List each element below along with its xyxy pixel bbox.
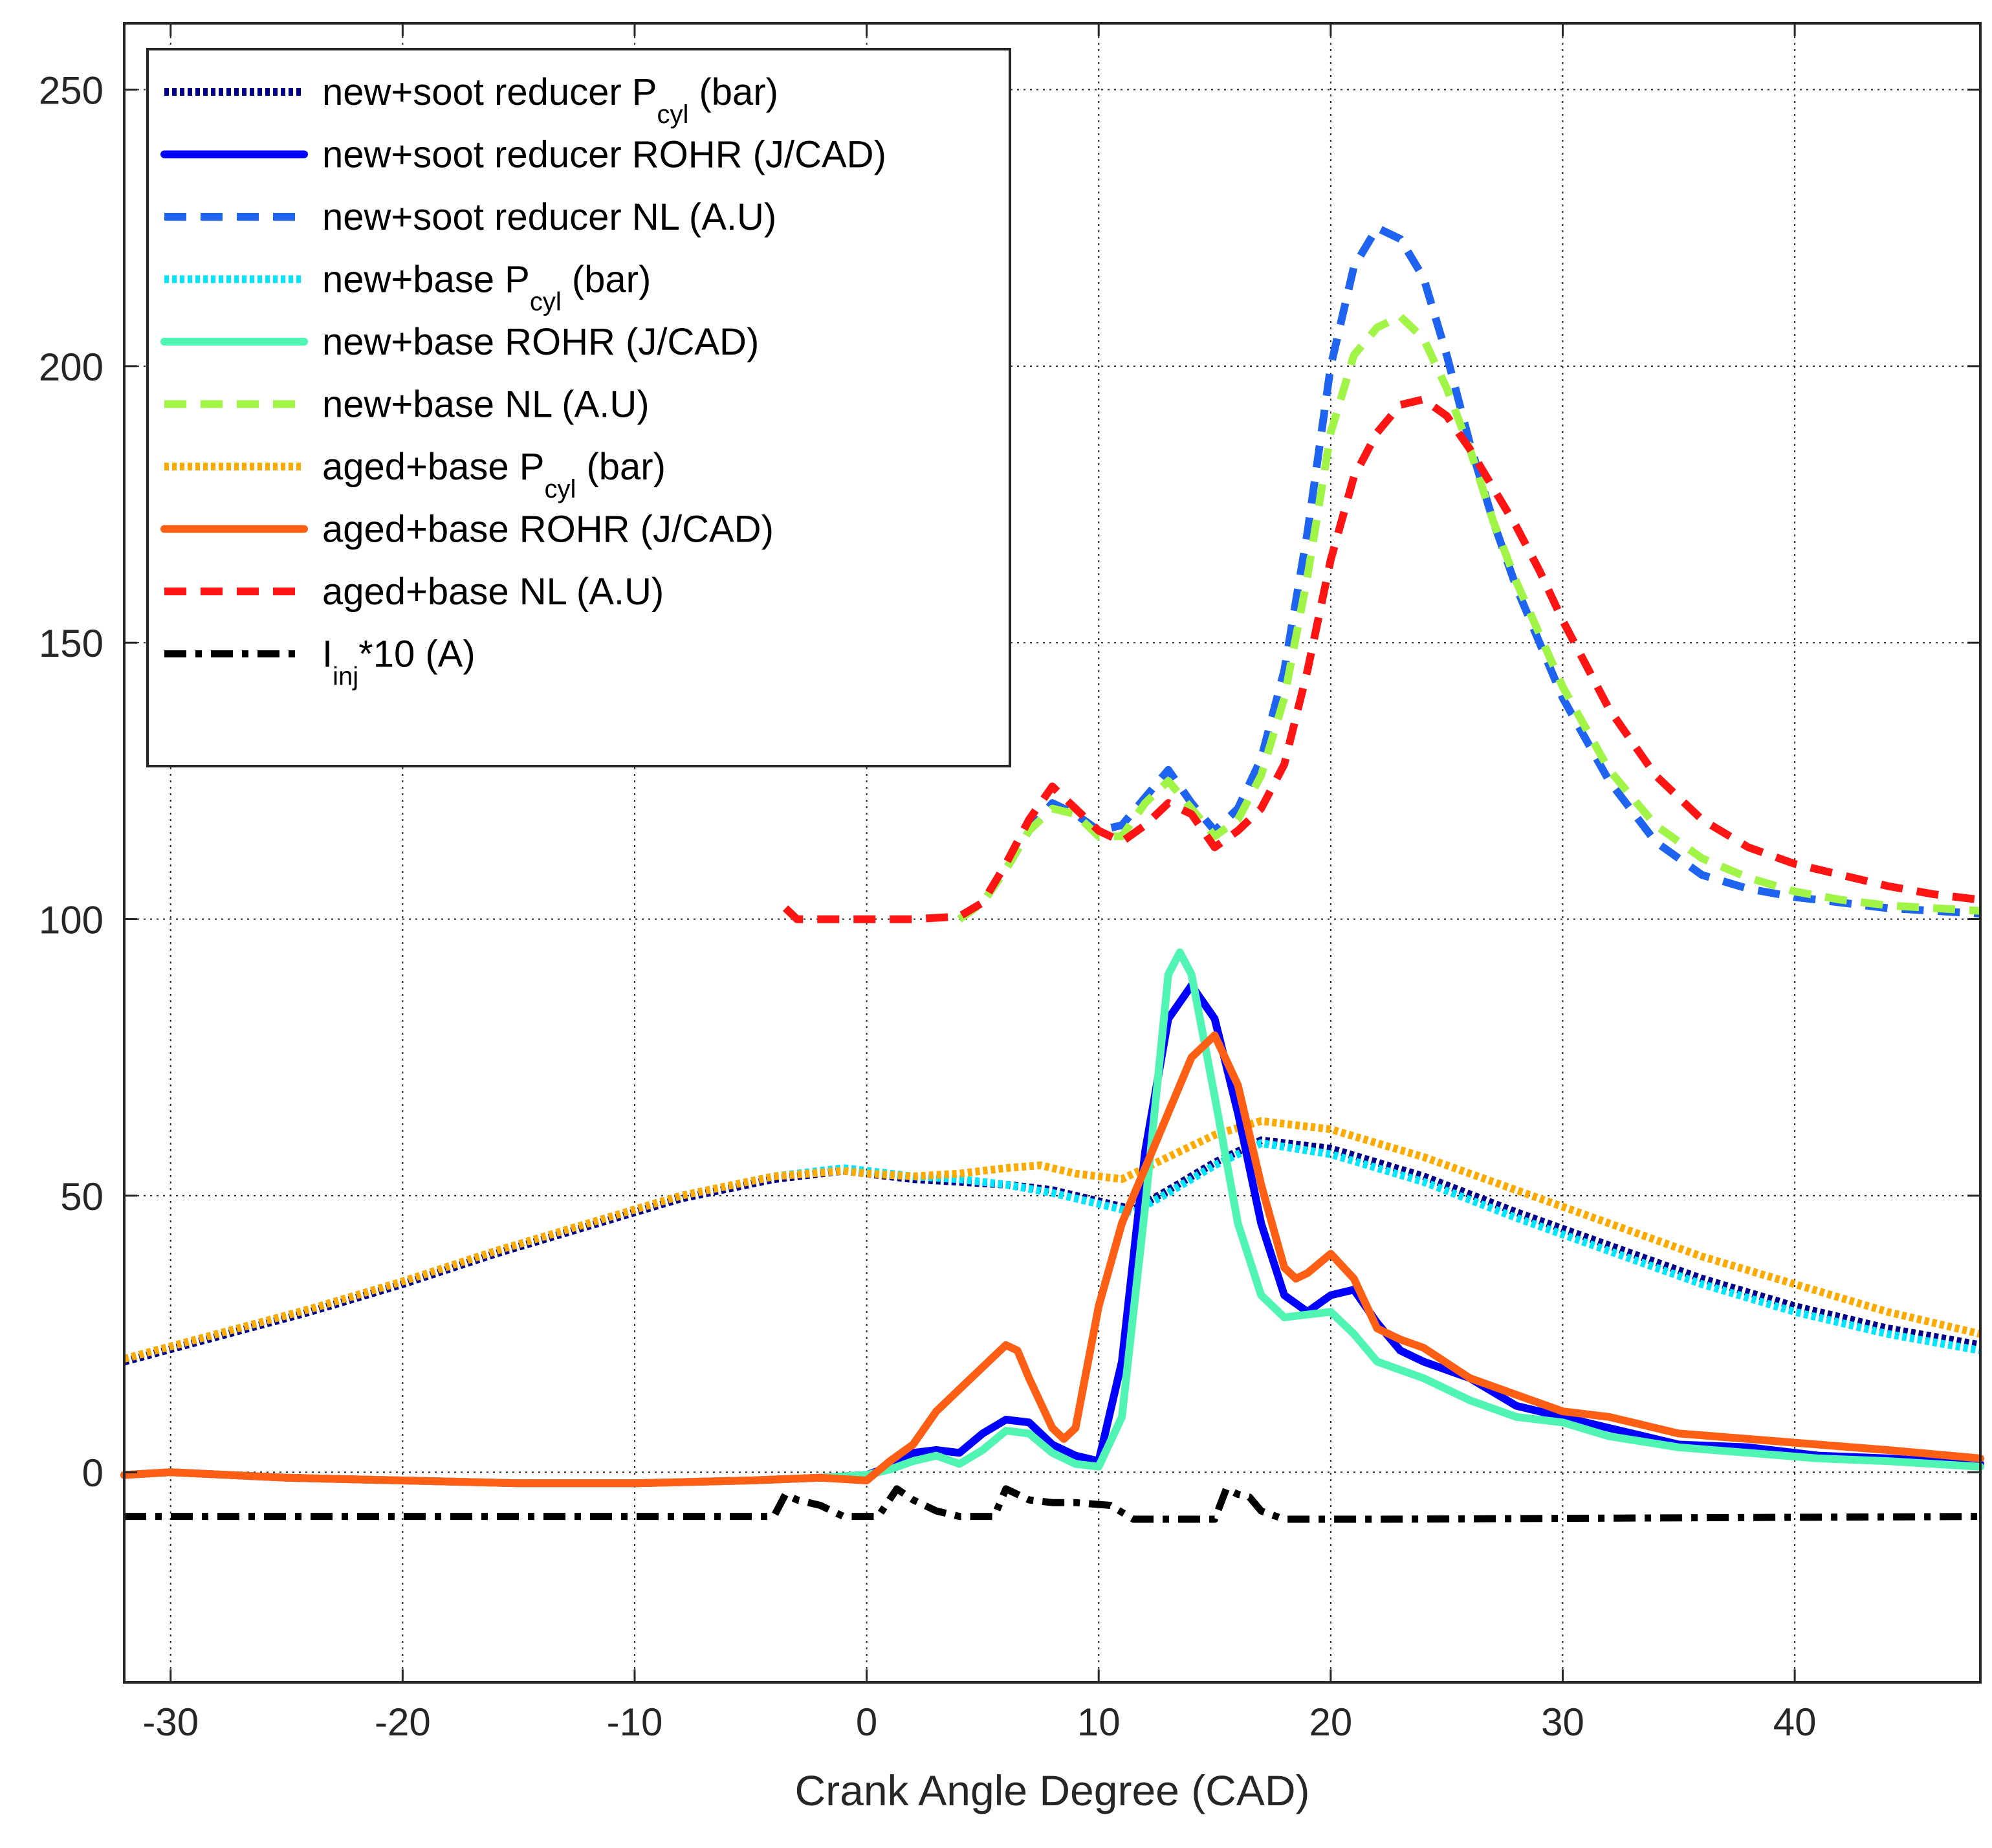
plot-frame	[123, 22, 1982, 1684]
series-line-3	[123, 1139, 1982, 1363]
legend-label-8: aged+base NL (A.U)	[322, 571, 664, 613]
legend-label-unit: (bar)	[576, 446, 666, 488]
x-tick-label: -10	[607, 1700, 663, 1744]
y-tick-label: 200	[39, 346, 104, 389]
legend-label-5: new+base NL (A.U)	[322, 384, 650, 426]
grid	[124, 23, 1980, 1682]
x-tick-label: 40	[1773, 1700, 1817, 1744]
y-tick-label: 250	[39, 69, 104, 113]
legend-label-7: aged+base ROHR (J/CAD)	[322, 509, 774, 551]
x-tick-label: -30	[142, 1700, 199, 1744]
x-axis: -30 -20 -10 0 10 20 30 40	[142, 23, 1816, 1744]
y-tick-label: 0	[82, 1451, 104, 1495]
legend-label-unit: (bar)	[688, 71, 778, 113]
y-tick-label: 150	[39, 622, 104, 665]
legend-label-4: new+base ROHR (J/CAD)	[322, 321, 759, 363]
y-tick-label: 100	[39, 899, 104, 942]
legend-label-subscript: cyl	[657, 100, 688, 129]
series-line-9	[124, 1485, 1981, 1523]
y-tick-label: 50	[60, 1175, 104, 1218]
series-line-5	[957, 313, 1981, 923]
x-tick-label: 10	[1077, 1700, 1121, 1744]
x-tick-label: 0	[856, 1700, 877, 1744]
legend: new+soot reducer Pcyl (bar)new+soot redu…	[146, 48, 1011, 767]
series-line-8	[782, 395, 1981, 923]
legend-label-unit: (bar)	[562, 259, 651, 301]
series-line-6	[123, 1117, 1982, 1363]
series-line-7	[120, 1031, 1984, 1488]
x-tick-label: 30	[1541, 1700, 1584, 1744]
x-tick-label: 20	[1309, 1700, 1352, 1744]
legend-label-subscript: cyl	[544, 475, 576, 503]
legend-label-2: new+soot reducer NL (A.U)	[322, 196, 776, 238]
y-axis: 0 50 100 150 200 250	[39, 69, 1980, 1495]
x-tick-label: -20	[375, 1700, 431, 1744]
legend-label-subscript: cyl	[530, 288, 562, 316]
legend-label-1: new+soot reducer ROHR (J/CAD)	[322, 134, 886, 176]
x-axis-title: Crank Angle Degree (CAD)	[795, 1766, 1310, 1814]
legend-label-subscript: inj	[333, 663, 358, 691]
series-layer	[120, 224, 1984, 1523]
legend-label-unit: *10 (A)	[358, 633, 476, 676]
